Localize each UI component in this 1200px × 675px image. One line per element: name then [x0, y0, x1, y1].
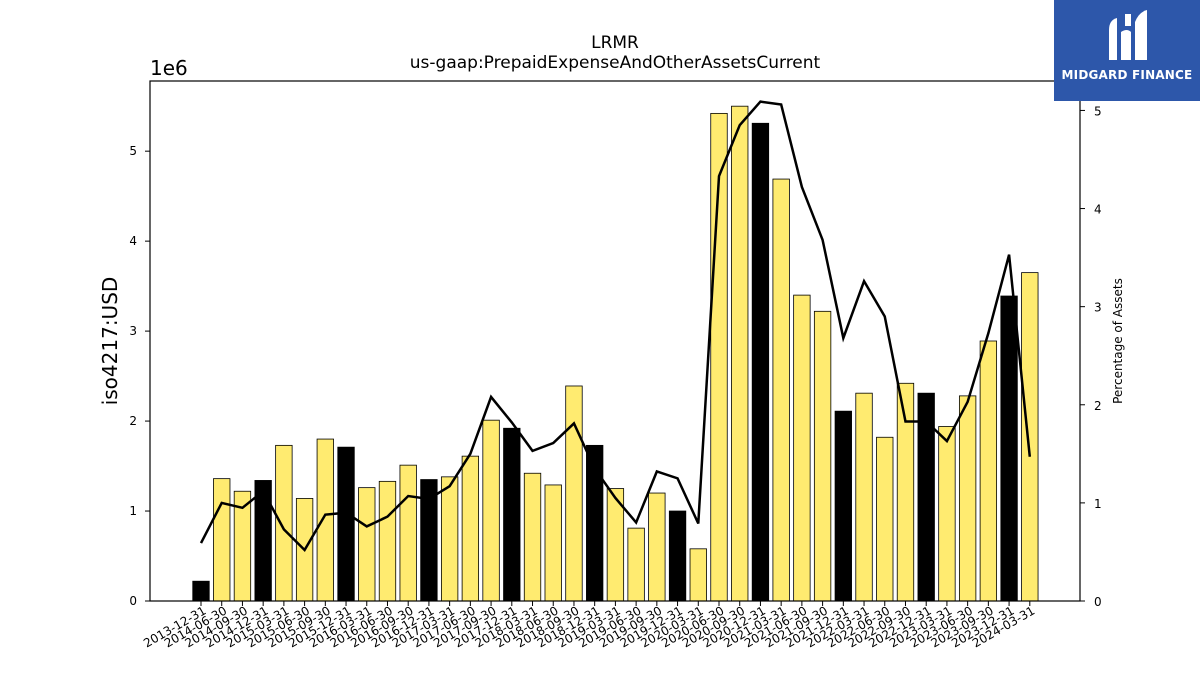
- bar-2013-12-31: [192, 580, 210, 602]
- line-group: [199, 100, 1032, 553]
- y-tick-label: 5: [129, 144, 137, 158]
- bar-2017-03-31: [440, 476, 459, 602]
- logo-mark-icon: [1109, 10, 1147, 60]
- bar-2018-06-30: [544, 484, 562, 602]
- bar-2018-03-31: [523, 472, 542, 602]
- y2-tick-label: 4: [1094, 203, 1102, 217]
- bar-2017-06-30: [461, 455, 480, 602]
- bar-2019-06-30: [627, 527, 645, 602]
- x-axis-ticks: 2013-12-312014-06-302014-09-302014-12-31…: [141, 601, 1037, 650]
- y-tick-label: 1: [129, 504, 137, 518]
- bar-2014-12-31: [254, 480, 272, 602]
- bar-2016-03-31: [358, 487, 376, 602]
- y-tick-label: 4: [129, 234, 137, 248]
- bar-2016-09-30: [399, 464, 417, 602]
- bar-2020-09-30: [731, 105, 749, 602]
- y-tick-label: 3: [129, 324, 137, 338]
- logo-text: MIDGARD FINANCE: [1061, 68, 1193, 82]
- bar-2021-12-31: [834, 410, 852, 602]
- brand-logo: MIDGARD FINANCE: [1054, 0, 1200, 101]
- bar-2019-12-31: [668, 510, 687, 602]
- bar-2015-09-30: [316, 438, 334, 602]
- bar-2015-03-31: [275, 444, 293, 602]
- bar-2015-12-31: [337, 446, 355, 602]
- y2-tick-label: 5: [1094, 104, 1102, 118]
- y-axis-ticks: 0 1 2 3 4 5: [129, 144, 150, 608]
- bar-2019-09-30: [648, 492, 666, 602]
- y-tick-label: 0: [129, 594, 137, 608]
- bar-2016-06-30: [378, 480, 397, 602]
- chart-title: LRMR: [591, 33, 639, 53]
- y-offset-label: 1e6: [150, 56, 188, 80]
- bar-2023-12-31: [1000, 295, 1018, 602]
- bar-2022-03-31: [855, 392, 873, 602]
- bar-2022-12-31: [917, 392, 935, 602]
- bar-2023-06-30: [958, 395, 977, 602]
- y-tick-label: 2: [129, 414, 137, 428]
- bar-2014-06-30: [213, 478, 231, 602]
- bar-2023-09-30: [979, 340, 998, 602]
- bar-2020-12-31: [751, 122, 770, 602]
- bar-2023-03-31: [938, 426, 956, 602]
- y2-tick-label: 2: [1094, 399, 1102, 413]
- y2-axis-ticks: 0 1 2 3 4 5: [1080, 104, 1102, 609]
- bar-2021-09-30: [813, 310, 832, 602]
- bar-2017-09-30: [482, 419, 500, 602]
- bar-2021-03-31: [772, 178, 790, 602]
- y2-axis-label: Percentage of Assets: [1111, 278, 1125, 404]
- percentage-line: [199, 100, 1032, 553]
- bars-group: [192, 105, 1039, 602]
- y2-tick-label: 3: [1094, 301, 1102, 315]
- bar-2020-03-31: [689, 548, 707, 602]
- bar-2021-06-30: [793, 294, 811, 602]
- y-axis-label: iso4217:USD: [98, 277, 122, 406]
- bar-2022-06-30: [876, 436, 894, 602]
- y2-tick-label: 1: [1094, 497, 1102, 511]
- chart-subtitle: us-gaap:PrepaidExpenseAndOtherAssetsCurr…: [410, 53, 821, 73]
- bar-2024-03-31: [1021, 272, 1039, 602]
- bar-2018-09-30: [565, 385, 583, 602]
- y2-tick-label: 0: [1094, 595, 1102, 609]
- bar-2017-12-31: [503, 427, 521, 602]
